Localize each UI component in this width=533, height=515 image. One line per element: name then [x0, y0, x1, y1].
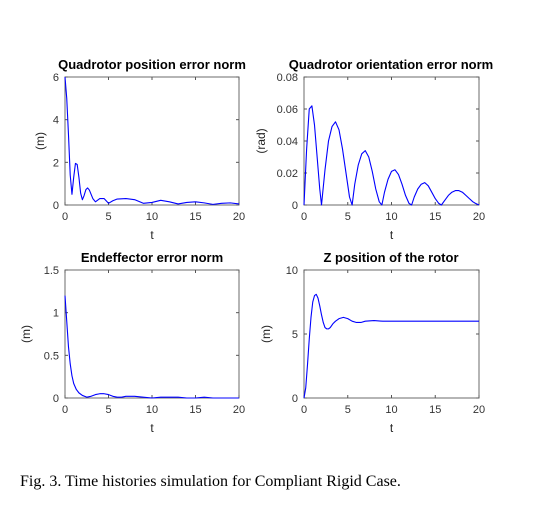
chart-panel-4: 0 5 10 15 20 0 5 10 Z position of the rotor t (m) — [259, 250, 485, 435]
x-tick-label: 20 — [233, 211, 245, 223]
y-tick-label: 2 — [53, 157, 59, 169]
x-tick-label: 0 — [62, 404, 68, 416]
x-tick-label: 15 — [189, 404, 201, 416]
chart-title: Z position of the rotor — [323, 250, 458, 265]
x-tick-label: 0 — [301, 404, 307, 416]
y-tick-label: 10 — [286, 265, 298, 277]
x-tick-label: 0 — [301, 211, 307, 223]
x-tick-label: 15 — [429, 404, 441, 416]
y-tick-label: 0.04 — [277, 136, 298, 148]
y-axis-label: (m) — [19, 325, 33, 343]
x-axis-label: t — [150, 228, 154, 242]
y-tick-label: 4 — [53, 115, 59, 127]
x-axis-label: t — [390, 228, 394, 242]
x-axis-label: t — [390, 421, 394, 435]
chart-title: Quadrotor position error norm — [58, 57, 246, 72]
y-tick-label: 0.08 — [277, 72, 298, 84]
series-line — [303, 293, 479, 399]
series-line — [303, 105, 480, 206]
y-tick-label: 1 — [53, 308, 59, 320]
y-axis-label: (rad) — [254, 128, 268, 153]
x-tick-label: 5 — [105, 211, 111, 223]
y-tick-label: 0 — [292, 393, 298, 405]
plot-area-frame — [303, 76, 480, 206]
x-tick-label: 5 — [105, 404, 111, 416]
chart-title: Quadrotor orientation error norm — [289, 57, 493, 72]
chart-panel-3: 0 5 10 15 20 0 0.5 1 1.5 Endeffector error norm t (… — [19, 250, 245, 435]
y-tick-label: 0 — [53, 200, 59, 212]
plot-area-frame — [303, 269, 480, 399]
x-tick-label: 20 — [233, 404, 245, 416]
x-axis-label: t — [150, 421, 154, 435]
y-tick-label: 0 — [292, 200, 298, 212]
x-tick-label: 5 — [345, 404, 351, 416]
x-tick-label: 10 — [385, 211, 397, 223]
y-tick-label: 5 — [292, 329, 298, 341]
x-tick-label: 10 — [146, 211, 158, 223]
series-line — [64, 295, 239, 399]
figure-caption: Fig. 3. Time histories simulation for Co… — [20, 473, 401, 490]
y-tick-label: 0.5 — [44, 350, 59, 362]
series-line — [64, 76, 240, 205]
x-tick-label: 10 — [385, 404, 397, 416]
x-tick-label: 0 — [62, 211, 68, 223]
x-tick-label: 15 — [429, 211, 441, 223]
plot-area-frame — [64, 269, 240, 399]
chart-title: Endeffector error norm — [81, 250, 223, 265]
y-tick-label: 1.5 — [44, 265, 59, 277]
x-tick-label: 10 — [146, 404, 158, 416]
y-tick-label: 0 — [53, 393, 59, 405]
y-tick-label: 0.02 — [277, 168, 298, 180]
y-tick-label: 6 — [53, 72, 59, 84]
x-tick-label: 20 — [473, 404, 485, 416]
x-tick-label: 15 — [189, 211, 201, 223]
y-axis-label: (m) — [259, 325, 273, 343]
plot-area-frame — [64, 76, 240, 206]
y-tick-label: 0.06 — [277, 104, 298, 116]
y-axis-label: (m) — [33, 132, 47, 150]
x-tick-label: 20 — [473, 211, 485, 223]
x-tick-label: 5 — [345, 211, 351, 223]
